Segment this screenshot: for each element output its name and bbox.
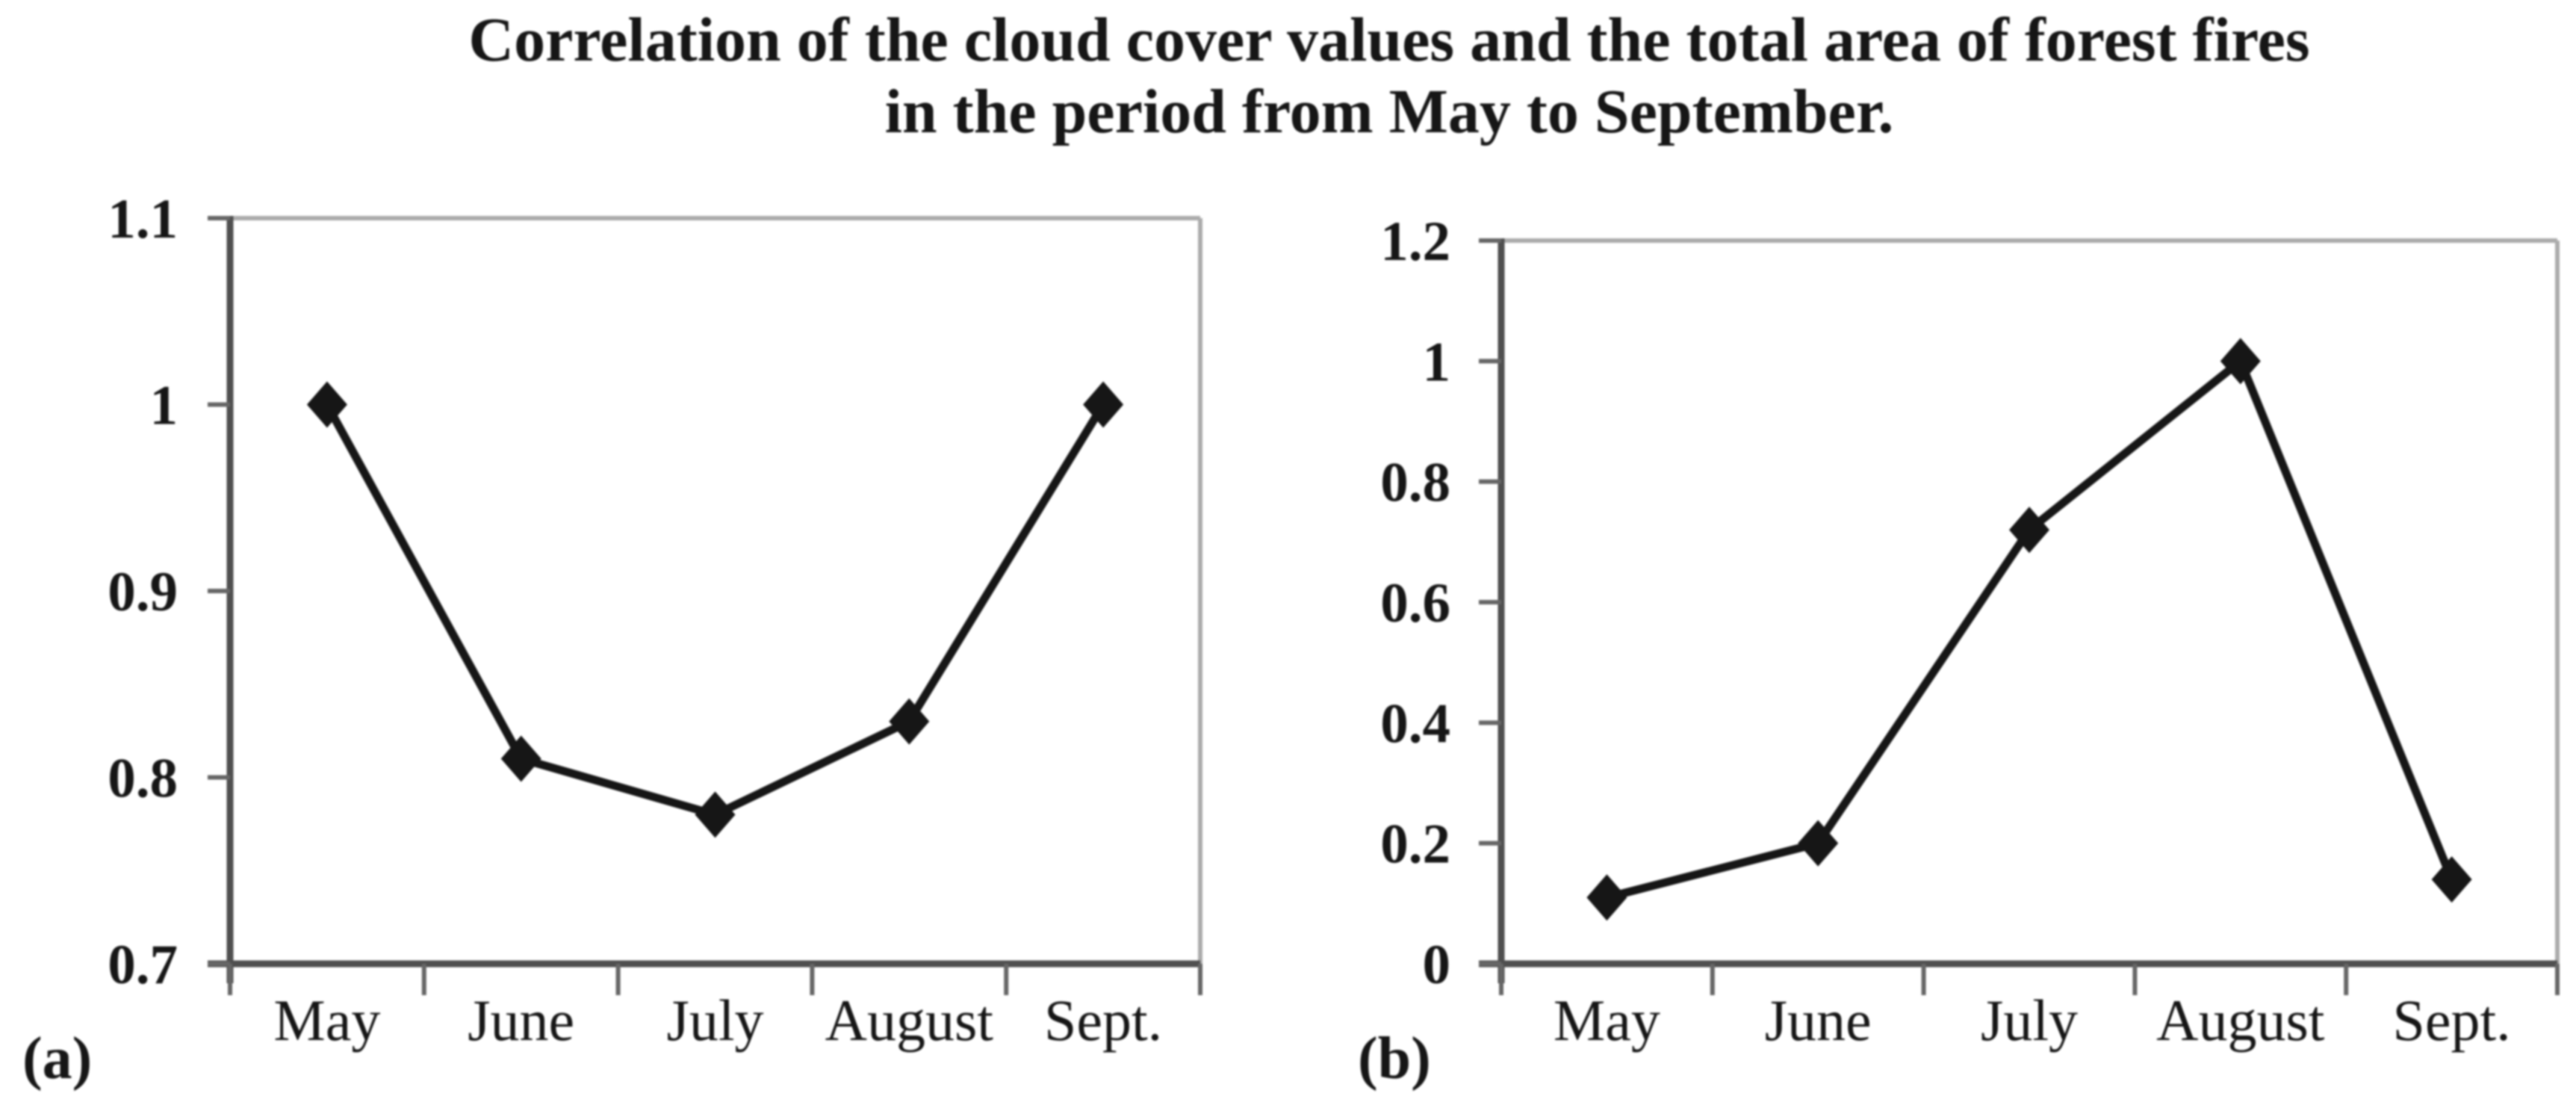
panel-label-a: (a) <box>22 1026 93 1092</box>
data-point-marker <box>1586 874 1627 921</box>
data-point-marker <box>1798 820 1839 867</box>
x-tick-label: Sept. <box>2393 988 2511 1053</box>
y-tick-label: 1 <box>150 375 179 437</box>
data-point-marker <box>306 381 347 428</box>
x-tick-label: Sept. <box>1044 988 1162 1053</box>
figure-title: Correlation of the cloud cover values an… <box>217 4 2562 148</box>
y-tick-label: 0.8 <box>108 748 178 810</box>
y-tick-label: 1.2 <box>1380 211 1450 273</box>
data-point-marker <box>695 791 736 838</box>
x-tick-label: July <box>1981 988 2078 1053</box>
data-point-marker <box>889 698 930 745</box>
chart-a: 0.7 0.8 0.9 1 1.1 May June July August Sept. <box>108 188 1202 1053</box>
data-point-marker <box>2431 856 2472 903</box>
data-point-marker <box>2220 338 2261 385</box>
y-tick-label: 1 <box>1423 331 1451 393</box>
x-tick-label: July <box>666 988 763 1053</box>
y-tick-label: 0.4 <box>1380 693 1450 755</box>
chart-b: 0 0.2 0.4 0.6 0.8 1 1.2 May June July August Sept. <box>1380 211 2560 1053</box>
y-tick-label: 0 <box>1423 934 1451 996</box>
series-line <box>323 400 1108 820</box>
x-tick-label: August <box>825 988 994 1053</box>
data-point-marker <box>2009 507 2049 554</box>
data-point-marker <box>1083 381 1124 428</box>
y-tick-label: 0.9 <box>108 561 178 623</box>
series-line <box>1602 354 2456 902</box>
x-tick-label: June <box>1765 988 1872 1053</box>
y-tick-label: 0.2 <box>1380 814 1450 876</box>
figure-title-line2: in the period from May to September. <box>884 76 1894 146</box>
x-tick-label: May <box>1554 988 1660 1053</box>
y-tick-label: 1.1 <box>108 188 178 250</box>
y-tick-label: 0.6 <box>1380 572 1450 634</box>
panel-label-b: (b) <box>1358 1026 1431 1092</box>
y-tick-label: 0.7 <box>108 934 178 996</box>
y-tick-label: 0.8 <box>1380 452 1450 514</box>
x-tick-label: May <box>273 988 380 1053</box>
x-tick-label: June <box>468 988 574 1053</box>
x-tick-label: August <box>2156 988 2325 1053</box>
data-point-marker <box>500 735 541 782</box>
figure-title-line1: Correlation of the cloud cover values an… <box>468 5 2310 75</box>
